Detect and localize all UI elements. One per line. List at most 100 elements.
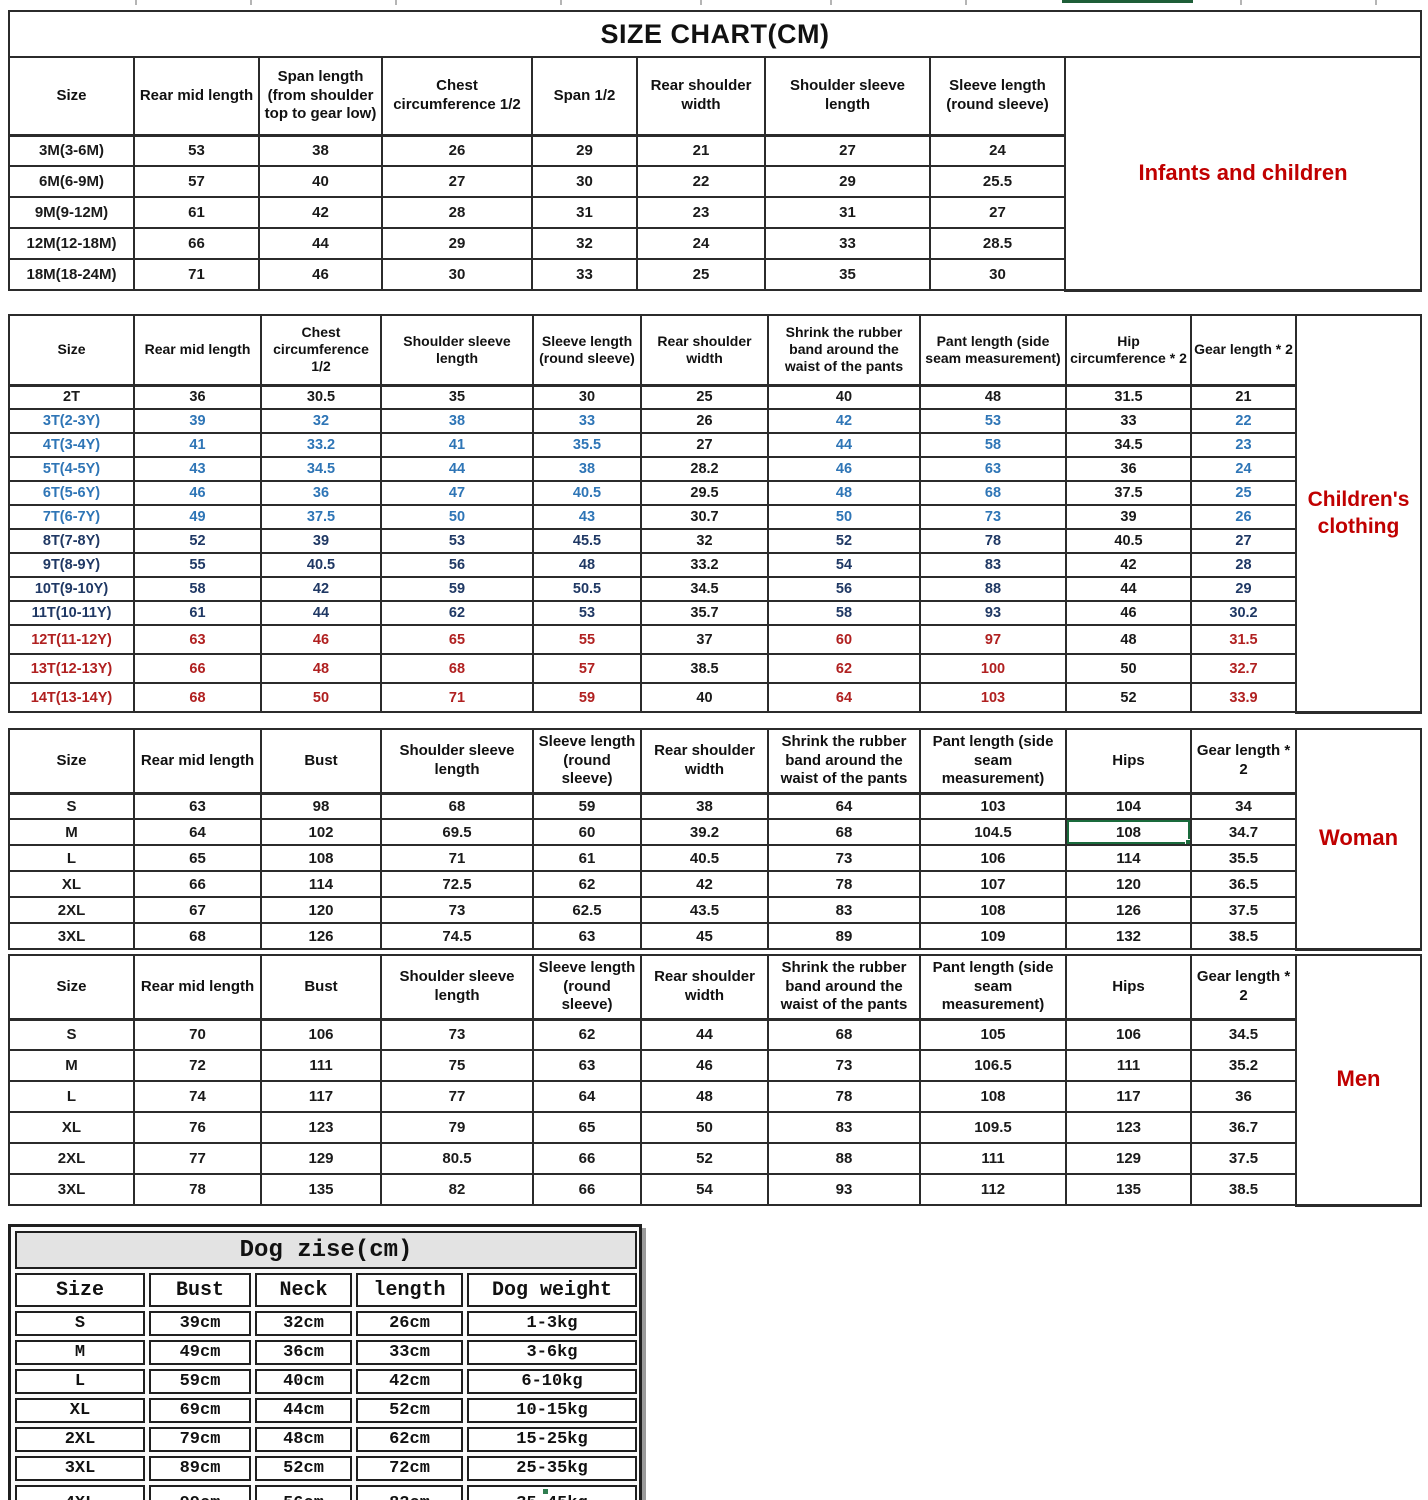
table-row: M 49cm 36cm 33cm 3-6kg [15, 1340, 638, 1365]
column-header: Bust [149, 1273, 251, 1307]
value-cell: 34 [1190, 792, 1297, 820]
table-row: 10T(9-10Y) 58 42 59 50.5 34.5 56 88 44 29 [8, 576, 1421, 602]
value-cell: 23 [1190, 432, 1297, 458]
value-cell: 72.5 [380, 870, 534, 898]
value-cell: 64 [767, 682, 921, 713]
table-row: 7T(6-7Y) 49 37.5 50 43 30.7 50 73 39 26 [8, 504, 1421, 530]
value-cell: 71 [380, 844, 534, 872]
selection-border-artifact-top [1062, 0, 1193, 3]
value-cell: 33.2 [640, 552, 769, 578]
value-cell: 38 [258, 134, 383, 167]
value-cell: 36 [1065, 456, 1192, 482]
value-cell: 48 [640, 1080, 769, 1113]
gridline-tick [1375, 0, 1377, 5]
value-cell: 39 [133, 408, 262, 434]
value-cell: 49cm [149, 1340, 251, 1365]
table-row: 14T(13-14Y) 68 50 71 59 40 64 103 52 33.9 [8, 682, 1421, 713]
value-cell: 28 [1190, 552, 1297, 578]
table-row: 3T(2-3Y) 39 32 38 33 26 42 53 33 22 [8, 408, 1421, 434]
value-cell: 3-6kg [467, 1340, 638, 1365]
value-cell: 22 [636, 165, 766, 198]
value-cell: 54 [640, 1173, 769, 1206]
value-cell: 22 [1190, 408, 1297, 434]
size-cell: 2XL [8, 896, 135, 924]
value-cell: 62.5 [532, 896, 642, 924]
table-row: M 64 102 69.5 60 39.2 68 104.5 108 34.7 [8, 818, 1421, 846]
value-cell: 52cm [255, 1456, 352, 1481]
value-cell: 46 [260, 624, 382, 655]
value-cell: 65 [380, 624, 534, 655]
column-header: Shoulder sleeve length [764, 56, 931, 137]
value-cell: 71 [133, 258, 260, 291]
selected-cell: 108 [1065, 818, 1192, 846]
value-cell: 114 [1065, 844, 1192, 872]
size-cell: 9M(9-12M) [8, 196, 135, 229]
table-row: L 65 108 71 61 40.5 73 106 114 35.5 [8, 844, 1421, 872]
value-cell: 50 [767, 504, 921, 530]
value-cell: 35.5 [532, 432, 642, 458]
value-cell: 103 [919, 682, 1067, 713]
value-cell: 66 [532, 1173, 642, 1206]
value-cell: 42 [767, 408, 921, 434]
group-label-men: Men [1295, 954, 1422, 1207]
size-cell: 3T(2-3Y) [8, 408, 135, 434]
value-cell: 60 [532, 818, 642, 846]
value-cell: 73 [919, 504, 1067, 530]
value-cell: 58 [767, 600, 921, 626]
value-cell: 27 [640, 432, 769, 458]
value-cell: 54 [767, 552, 921, 578]
value-cell: 27 [381, 165, 533, 198]
value-cell: 58 [919, 432, 1067, 458]
gridline-tick [395, 0, 397, 5]
value-cell: 111 [1065, 1049, 1192, 1082]
value-cell: 26 [1190, 504, 1297, 530]
value-cell: 62 [532, 1018, 642, 1051]
column-header: Sleeve length (round sleeve) [532, 728, 642, 795]
value-cell: 25-35kg [467, 1456, 638, 1481]
size-cell: M [8, 1049, 135, 1082]
value-cell: 31 [531, 196, 638, 229]
gridline-tick [830, 0, 832, 5]
column-header: Sleeve length (round sleeve) [532, 314, 642, 387]
value-cell: 52 [1065, 682, 1192, 713]
value-cell: 50 [380, 504, 534, 530]
value-cell: 42 [1065, 552, 1192, 578]
value-cell: 48 [532, 552, 642, 578]
value-cell: 59cm [149, 1369, 251, 1394]
value-cell: 117 [1065, 1080, 1192, 1113]
header-row: Size Rear mid length Span length (from sho… [8, 56, 1422, 292]
value-cell: 78 [767, 1080, 921, 1113]
dog-header-row: Size Bust Neck length Dog weight [15, 1273, 638, 1307]
column-header: Sleeve length (round sleeve) [929, 56, 1066, 137]
value-cell: 36.5 [1190, 870, 1297, 898]
value-cell: 63 [133, 792, 262, 820]
column-header: Shrink the rubber band around the waist … [767, 728, 921, 795]
value-cell: 75 [380, 1049, 534, 1082]
value-cell: 27 [764, 134, 931, 167]
column-header: Pant length (side seam measurement) [919, 314, 1067, 387]
value-cell: 29.5 [640, 480, 769, 506]
value-cell: 62cm [356, 1427, 463, 1452]
column-header: Rear shoulder width [640, 954, 769, 1021]
column-header: Chest circumference 1/2 [260, 314, 382, 387]
value-cell: 42 [258, 196, 383, 229]
value-cell: 38 [380, 408, 534, 434]
column-header: Chest circumference 1/2 [381, 56, 533, 137]
value-cell: 39 [1065, 504, 1192, 530]
size-cell: 4T(3-4Y) [8, 432, 135, 458]
value-cell: 59 [532, 792, 642, 820]
size-cell: 8T(7-8Y) [8, 528, 135, 554]
chart-title-row: SIZE CHART(CM) [8, 10, 1422, 58]
value-cell: 50.5 [532, 576, 642, 602]
value-cell: 29 [764, 165, 931, 198]
value-cell: 52 [133, 528, 262, 554]
value-cell: 56 [767, 576, 921, 602]
size-cell: S [8, 792, 135, 820]
group-label-infants: Infants and children [1064, 56, 1422, 292]
value-cell: 33 [532, 408, 642, 434]
value-cell: 44 [380, 456, 534, 482]
column-header: length [356, 1273, 463, 1307]
value-cell: 42cm [356, 1369, 463, 1394]
value-cell: 40 [640, 682, 769, 713]
value-cell: 57 [532, 653, 642, 684]
